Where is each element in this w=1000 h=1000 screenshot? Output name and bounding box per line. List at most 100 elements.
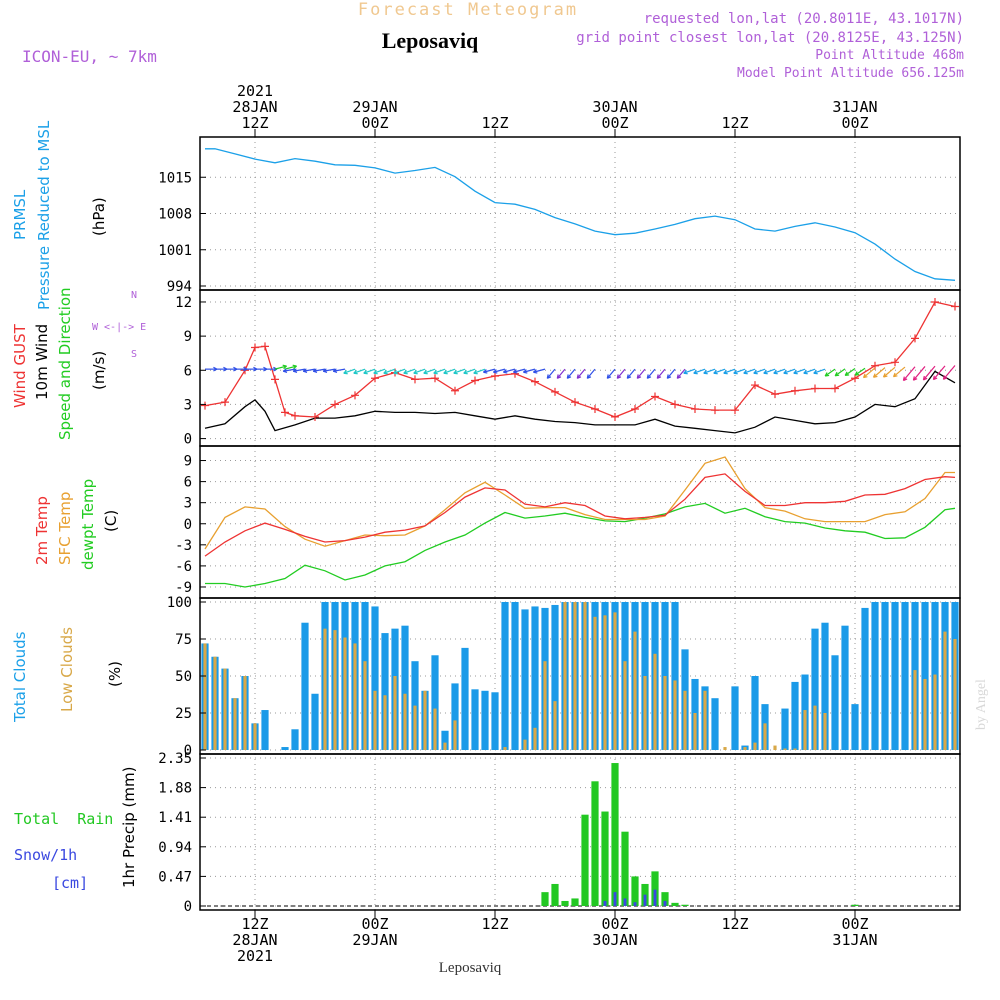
wind-arrow-head — [292, 368, 298, 373]
low-cloud-bar — [783, 748, 787, 750]
wind-arrow — [922, 365, 936, 381]
wind-arrow-head — [803, 369, 808, 375]
wind-arrow-head — [546, 374, 552, 379]
wind-arrow — [646, 368, 656, 379]
wind-arrow-head — [844, 371, 850, 377]
low-cloud-bar — [663, 676, 667, 750]
wind-arrow — [343, 368, 356, 374]
gust-marker — [351, 391, 359, 400]
wind-arrow-head — [912, 376, 918, 381]
wind-arrow-head — [636, 374, 642, 379]
location-title: Leposaviq — [382, 28, 479, 53]
gust-marker — [281, 408, 289, 417]
wind-arrow — [576, 368, 586, 379]
wind-arrow — [513, 368, 526, 373]
wind-arrow-head — [783, 369, 788, 375]
gust-marker — [731, 406, 739, 415]
y-tick-label: 0 — [184, 432, 192, 448]
wind-arrow — [413, 368, 426, 374]
rain-bar — [631, 876, 639, 906]
y-tick-label: 3 — [184, 397, 192, 413]
total-cloud-bar — [811, 628, 819, 750]
wind-arrow-head — [813, 369, 818, 375]
rain-bar — [541, 892, 549, 906]
y-tick-label: 25 — [175, 706, 192, 722]
y-tick-label: 6 — [184, 475, 192, 491]
low-cloud-bar — [933, 674, 937, 750]
gust-marker — [551, 387, 559, 396]
total-cloud-bar — [491, 692, 499, 750]
rain-bar — [601, 811, 609, 906]
gust-marker — [771, 390, 779, 399]
top-time-label: 00Z — [601, 114, 628, 132]
gust-marker — [671, 400, 679, 409]
low-cloud-bar — [373, 690, 377, 750]
wind-arrow — [566, 368, 576, 379]
wind-unit: (m/s) — [90, 351, 108, 390]
wind-arrow — [523, 368, 536, 373]
wind-arrow — [902, 366, 916, 381]
low-cloud-bar — [323, 628, 327, 750]
wind-arrow-head — [453, 369, 458, 375]
wind-arrow-head — [753, 369, 758, 375]
y-tick-label: 9 — [184, 454, 192, 470]
total-cloud-bar — [281, 747, 289, 750]
gust-marker — [811, 384, 819, 393]
rain-bar — [661, 892, 669, 906]
cloud-label-1: Total Clouds — [11, 631, 29, 723]
bottom-time-label: 00Z — [601, 915, 628, 933]
snow-bar — [603, 900, 607, 906]
grid-point-coords: grid point closest lon,lat (20.8125E, 43… — [576, 30, 964, 46]
rain-bar — [671, 902, 679, 906]
bottom-time-label: 12Z — [481, 915, 508, 933]
low-cloud-bar — [203, 643, 207, 750]
wind-arrow — [463, 368, 476, 374]
low-cloud-bar — [743, 747, 747, 750]
gust-marker — [201, 401, 209, 410]
y-tick-label: 6 — [184, 363, 192, 379]
wind-arrow-head — [423, 369, 428, 375]
wind-arrow — [743, 368, 756, 374]
wind-arrow-head — [393, 369, 398, 375]
gust-marker — [911, 334, 919, 343]
low-cloud-bar — [953, 639, 957, 750]
total-cloud-bar — [921, 602, 929, 750]
wind-arrow — [473, 368, 486, 374]
temp-labels: 2m Temp SFC Temp dewpt Temp (C) — [33, 479, 120, 570]
gust-marker — [951, 302, 959, 311]
total-cloud-bar — [711, 698, 719, 750]
low-cloud-bar — [603, 615, 607, 750]
low-cloud-bar — [823, 713, 827, 750]
total-cloud-bar — [901, 602, 909, 750]
brand-title: Forecast Meteogram — [358, 0, 578, 20]
wind-arrow-head — [703, 369, 708, 375]
wind-arrow — [493, 368, 506, 373]
wind-arrow-head — [892, 372, 898, 378]
rain-bar — [681, 904, 689, 906]
wind-arrow — [683, 368, 696, 374]
low-cloud-bar — [643, 676, 647, 750]
wind-arrow — [793, 368, 806, 374]
low-cloud-bar — [353, 643, 357, 750]
wind-arrow — [313, 368, 326, 372]
low-cloud-bar — [453, 720, 457, 750]
wind-arrow — [713, 368, 726, 374]
wind-arrow — [533, 368, 546, 373]
wind-arrow — [274, 365, 287, 370]
snow-bar — [663, 900, 667, 906]
total-cloud-bar — [671, 602, 679, 750]
temp-label-1: 2m Temp — [33, 496, 51, 565]
low-cloud-bar — [553, 701, 557, 750]
bottom-time-label: 12Z — [721, 915, 748, 933]
total-cloud-bar — [521, 609, 529, 750]
low-cloud-bar — [363, 661, 367, 750]
pressure-label-1: PRMSL — [11, 189, 29, 240]
wind-arrow-head — [922, 375, 928, 381]
total-cloud-bar — [831, 655, 839, 750]
wind-arrow — [873, 367, 886, 378]
wind-arrow-head — [882, 373, 888, 378]
gust-marker — [611, 412, 619, 421]
total-cloud-bar — [841, 625, 849, 750]
total-cloud-bar — [461, 647, 469, 750]
